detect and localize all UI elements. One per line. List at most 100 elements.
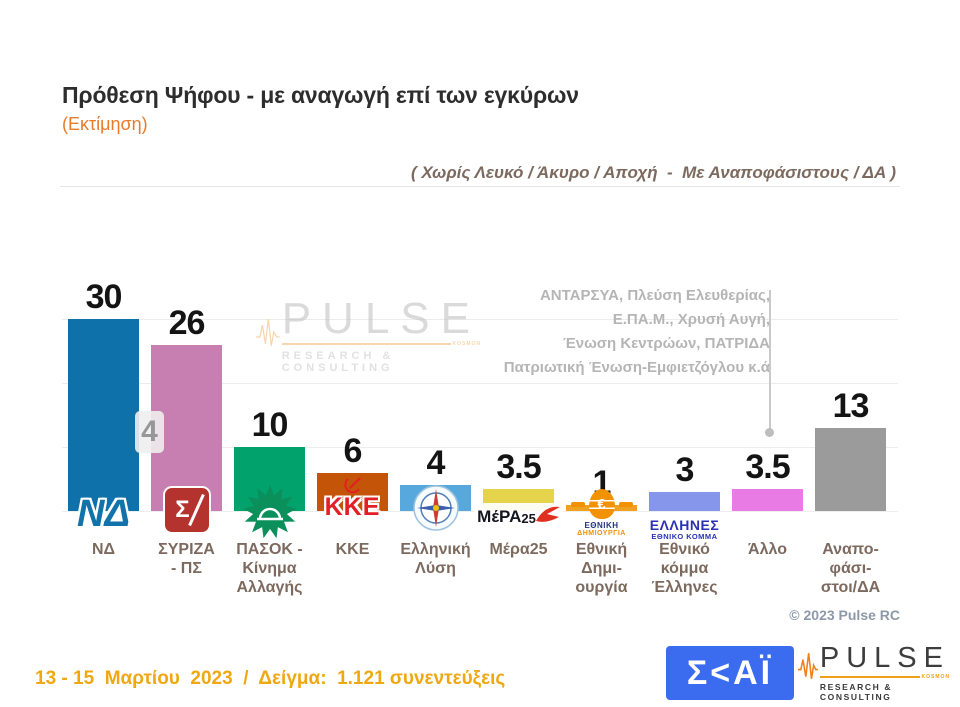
party-label-anapofasistoi: Αναπο-φάσι-στοι/ΔΑ: [803, 540, 899, 597]
party-label-kke: ΚΚΕ: [305, 540, 401, 559]
elliniki-lysi-compass-icon: [412, 485, 459, 531]
party-label-line: Αναπο-: [822, 541, 879, 558]
party-label-allo: Άλλο: [720, 540, 816, 559]
party-label-syriza: ΣΥΡΙΖΑ - ΠΣ: [139, 540, 235, 578]
party-label-line: Έλληνες: [651, 579, 718, 596]
party-label-line: ΠΑΣΟΚ -: [236, 541, 303, 558]
value-label-nd: 30: [85, 278, 123, 316]
ellines-logo-line2: ΕΘΝΙΚΟ ΚΟΜΜΑ: [651, 532, 718, 541]
party-label-line: - ΠΣ: [171, 560, 202, 577]
elliniki-lysi-party-logo: [391, 484, 481, 532]
estimate-subtitle: (Εκτίμηση): [62, 114, 148, 134]
ed-logo-euro-symbol: €: [597, 495, 606, 513]
syriza-logo-slash: [187, 493, 205, 527]
syriza-logo-sigma: Σ: [175, 496, 190, 523]
party-label-line: Αλλαγής: [236, 579, 303, 596]
party-label-line: Κίνημα: [242, 560, 297, 577]
annotation-line: ΑΝΤΑΡΣΥΑ, Πλεύση Ελευθερίας,: [539, 287, 770, 304]
watermark-tag: KOSMON: [452, 341, 481, 347]
mera25-logo: MέPA 25: [474, 503, 563, 530]
party-label-line: Εθνική: [575, 541, 628, 558]
ed-logo-egg-euro-icon: €: [588, 489, 615, 519]
nd-logo-text: ΝΔ: [77, 493, 130, 535]
copyright-text: © 2023 Pulse RC: [789, 607, 900, 623]
ellines-logo-line1: ΕΛΛΗΝΕΣ: [649, 517, 720, 533]
party-label-line: Εθνικό: [659, 541, 710, 558]
pulse-logo: PULSE KOSMON RESEARCH & CONSULTING: [798, 643, 950, 703]
mera25-logo-text: MέPA: [477, 506, 522, 526]
annotation-connector-dot: [765, 428, 774, 437]
annotation-line: Πατριωτική Ένωση-Εμφιετζόγλου κ.ά: [503, 359, 770, 376]
bar-anapofasistoi: [815, 428, 886, 511]
pulse-waveform-icon: [798, 653, 818, 679]
party-label-line: Άλλο: [748, 541, 787, 558]
party-label-line: ΝΔ: [91, 541, 116, 558]
party-label-line: κόμμα: [660, 560, 709, 577]
party-label-line: στοι/ΔΑ: [820, 579, 881, 596]
ed-logo-dash: [570, 501, 585, 507]
kke-logo-text: ΚΚΕ: [324, 493, 381, 521]
header-separator: [60, 186, 900, 187]
mera25-party-logo: MέPA 25: [474, 503, 564, 530]
ed-logo-line1: ΕΘΝΙΚΗ: [584, 521, 619, 530]
annotation-line: Ένωση Κεντρώων, ΠΑΤΡΙΔΑ: [562, 335, 770, 352]
mera25-bird-icon: [535, 506, 560, 522]
ethniki-dimiourgia-logo: €: [570, 489, 633, 519]
ed-logo-line2: ΔΗΜΙΟΥΡΓΙΑ: [577, 530, 626, 537]
kke-party-logo: ΚΚΕ: [308, 477, 398, 520]
bar-nd: [68, 319, 139, 511]
ethniki-dimiourgia-party-logo: € ΕΘΝΙΚΗ ΔΗΜΙΟΥΡΓΙΑ: [557, 489, 647, 537]
pulse-waveform-icon: [256, 319, 280, 346]
party-label-ellines: Εθνικό κόμμα Έλληνες: [637, 540, 733, 597]
party-label-ethniki-dimiourgia: Εθνική Δημι-ουργία: [554, 540, 650, 597]
party-label-line: Λύση: [415, 560, 456, 577]
value-label-anapofasistoi: 13: [832, 387, 870, 425]
survey-info-text: 13 - 15 Μαρτίου 2023 / Δείγμα: 1.121 συν…: [35, 668, 506, 689]
pulse-underline: [819, 676, 920, 678]
skai-logo-text: Σ<ΑΪ: [686, 653, 774, 692]
value-label-pasok: 10: [251, 406, 289, 444]
mera25-logo-number: 25: [521, 510, 536, 526]
watermark-tagline: RESEARCH & CONSULTING: [281, 350, 395, 374]
bar-ellines: [649, 492, 720, 511]
party-label-mera25: Μέρα25: [471, 540, 567, 559]
pulse-tagline: RESEARCH & CONSULTING: [819, 682, 893, 702]
difference-badge: 4: [135, 411, 164, 453]
watermark-underline: [281, 343, 451, 345]
small-parties-annotation: ΑΝΤΑΡΣΥΑ, Πλεύση Ελευθερίας, Ε.ΠΑ.Μ., Χρ…: [504, 284, 770, 380]
party-label-line: ουργία: [575, 579, 628, 596]
party-label-line: ΣΥΡΙΖΑ: [158, 541, 215, 558]
party-label-nd: ΝΔ: [56, 540, 152, 559]
value-label-kke: 6: [343, 432, 363, 470]
pulse-watermark: PULSE KOSMON RESEARCH & CONSULTING: [256, 297, 481, 374]
ellines-party-logo: ΕΛΛΗΝΕΣ ΕΘΝΙΚΟ ΚΟΜΜΑ: [640, 518, 730, 541]
party-label-line: φάσι-: [829, 560, 872, 577]
pulse-tag: KOSMON: [921, 674, 950, 680]
pulse-brand: PULSE: [819, 642, 950, 674]
party-label-line: ΚΚΕ: [335, 541, 370, 558]
value-label-ellines: 3: [675, 451, 695, 489]
party-label-line: Μέρα25: [489, 541, 548, 558]
kke-hammer-sickle-icon: [343, 477, 361, 494]
party-label-line: Δημι-: [581, 560, 622, 577]
value-label-allo: 3.5: [745, 448, 790, 486]
ed-logo-dash: [618, 501, 633, 507]
party-label-line: Ελληνική: [400, 541, 471, 558]
nd-party-logo: ΝΔ: [59, 494, 149, 534]
skai-logo: Σ<ΑΪ: [666, 646, 794, 700]
party-label-pasok: ΠΑΣΟΚ - Κίνημα Αλλαγής: [222, 540, 318, 597]
annotation-connector-line: [769, 290, 771, 429]
pasok-party-logo: [225, 485, 315, 539]
party-label-elliniki-lysi: Ελληνική Λύση: [388, 540, 484, 578]
annotation-line: Ε.ΠΑ.Μ., Χρυσή Αυγή,: [612, 311, 770, 328]
gridline-10: [62, 447, 898, 448]
gridline-20: [62, 383, 898, 384]
syriza-party-logo: Σ: [142, 488, 232, 532]
syriza-logo-square: Σ: [164, 488, 209, 532]
page-title: Πρόθεση Ψήφου - με αναγωγή επί των εγκύρ…: [62, 82, 579, 108]
value-label-elliniki-lysi: 4: [426, 444, 446, 482]
watermark-brand: PULSE: [281, 294, 481, 343]
pasok-sun-icon: [242, 485, 297, 539]
